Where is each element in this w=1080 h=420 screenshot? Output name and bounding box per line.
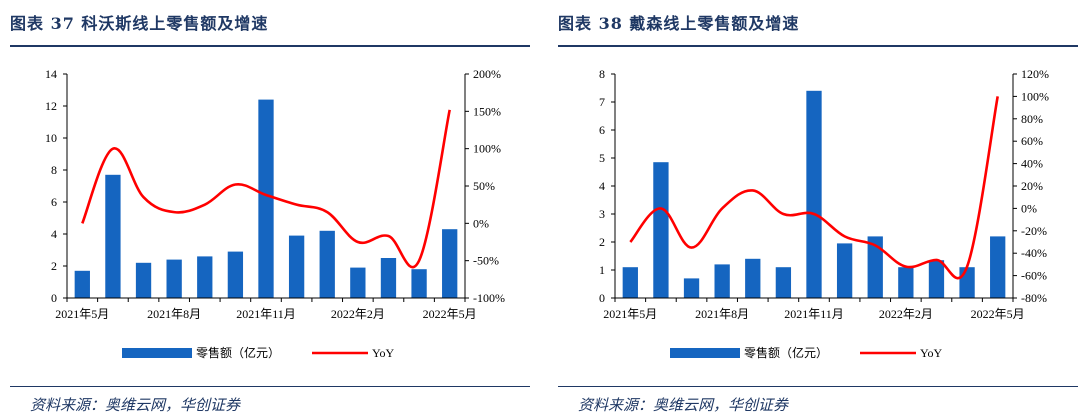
left-tick-label: 1 [599, 263, 605, 277]
right-tick-label: -100% [473, 291, 505, 305]
right-tick-label: 150% [473, 104, 501, 118]
right-tick-label: 0% [1021, 201, 1037, 215]
bar [74, 270, 90, 298]
source-rule [558, 386, 1078, 387]
right-tick-label: 20% [1021, 179, 1043, 193]
left-tick-label: 3 [599, 207, 605, 221]
bar [411, 269, 427, 298]
left-tick-label: 4 [51, 227, 57, 241]
combo-chart: 0 2 4 6 8 10 12 14 -100% -50% 0% 50% 100% 150% 200% 202… [45, 67, 505, 360]
bar [714, 264, 730, 298]
right-tick-label: -50% [473, 254, 499, 268]
bar [288, 235, 305, 298]
bar [928, 260, 945, 298]
left-tick-label: 2 [599, 235, 605, 249]
bar [683, 278, 700, 298]
left-tick-label: 4 [599, 179, 605, 193]
x-tick-label: 2021年11月 [784, 307, 844, 321]
x-tick-label: 2022年2月 [879, 307, 933, 321]
left-tick-label: 10 [45, 131, 57, 145]
bar [775, 267, 792, 298]
yoy-line [81, 109, 451, 269]
bar [135, 262, 152, 298]
x-tick-label: 2021年5月 [55, 307, 109, 321]
source-rule [10, 386, 530, 387]
bar [319, 230, 335, 298]
legend-label: 零售额（亿元） [196, 345, 280, 360]
right-tick-label: -80% [1021, 291, 1047, 305]
chart-panel-dyson: 图表 38 戴森线上零售额及增速 0 1 2 3 4 5 6 7 8 -80% -60% -40% -2… [548, 0, 1078, 420]
right-tick-label: 200% [473, 67, 501, 81]
bar [380, 258, 397, 298]
x-tick-label: 2022年2月 [331, 307, 385, 321]
right-tick-label: 50% [473, 179, 495, 193]
right-tick-label: 0% [473, 216, 489, 230]
x-tick-label: 2021年5月 [603, 307, 657, 321]
x-tick-label: 2021年11月 [236, 307, 296, 321]
left-tick-label: 12 [45, 99, 57, 113]
chart-title: 图表 38 戴森线上零售额及增速 [558, 14, 800, 33]
bar [258, 99, 274, 298]
right-tick-label: 40% [1021, 157, 1043, 171]
bar [105, 174, 121, 298]
bar [442, 229, 458, 298]
title-rule [10, 45, 530, 47]
left-tick-label: 14 [45, 67, 57, 81]
bar [166, 259, 182, 298]
right-tick-label: -20% [1021, 224, 1047, 238]
right-tick-label: 80% [1021, 112, 1043, 126]
x-tick-label: 2021年8月 [147, 307, 201, 321]
bar [227, 251, 244, 298]
left-tick-label: 0 [599, 291, 605, 305]
left-tick-label: 6 [51, 195, 57, 209]
left-tick-label: 7 [599, 95, 605, 109]
yoy-line [629, 96, 999, 280]
bar [806, 90, 822, 298]
bar [350, 267, 366, 298]
x-tick-label: 2021年8月 [695, 307, 749, 321]
bar [898, 267, 914, 298]
right-tick-label: -40% [1021, 246, 1047, 260]
bar [990, 236, 1006, 298]
left-tick-label: 8 [51, 163, 57, 177]
source-note: 资料来源：奥维云网，华创证券 [578, 396, 789, 414]
chart-title: 图表 37 科沃斯线上零售额及增速 [10, 14, 269, 33]
bar [653, 162, 669, 298]
left-tick-label: 0 [51, 291, 57, 305]
x-tick-label: 2022年5月 [971, 307, 1025, 321]
legend-label: YoY [920, 346, 942, 360]
right-tick-label: 120% [1021, 67, 1049, 81]
source-note: 资料来源：奥维云网，华创证券 [30, 396, 241, 414]
legend-bar-swatch [122, 348, 192, 358]
bar [745, 258, 761, 298]
bar [622, 267, 638, 298]
legend-bar-swatch [670, 348, 740, 358]
right-tick-label: 100% [1021, 89, 1049, 103]
left-tick-label: 5 [599, 151, 605, 165]
chart-panel-ecovacs: 图表 37 科沃斯线上零售额及增速 0 2 4 6 8 10 12 14 -100% -50% 0%… [0, 0, 530, 420]
right-tick-label: 100% [473, 142, 501, 156]
bar [867, 236, 883, 298]
right-tick-label: -60% [1021, 269, 1047, 283]
bar [836, 243, 853, 298]
x-tick-label: 2022年5月 [423, 307, 477, 321]
left-tick-label: 8 [599, 67, 605, 81]
bar [959, 267, 975, 298]
right-tick-label: 60% [1021, 134, 1043, 148]
left-tick-label: 6 [599, 123, 605, 137]
combo-chart: 0 1 2 3 4 5 6 7 8 -80% -60% -40% -20% 0% 20% 40% 60% 80% 1… [599, 67, 1049, 360]
legend-label: 零售额（亿元） [744, 345, 828, 360]
legend-label: YoY [372, 346, 394, 360]
title-rule [558, 45, 1078, 47]
bar [197, 256, 213, 298]
left-tick-label: 2 [51, 259, 57, 273]
